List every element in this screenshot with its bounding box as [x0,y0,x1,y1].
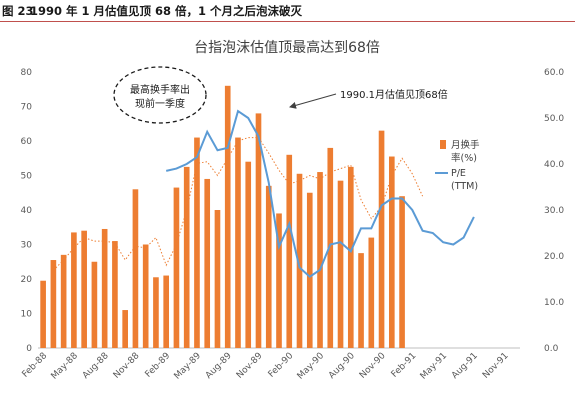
turnover-bar [81,230,87,348]
left-tick-label: 60 [21,137,33,147]
turnover-bar [60,254,67,348]
turnover-bar [101,228,108,348]
turnover-bar [194,137,200,348]
annotation-arrow [289,93,337,109]
right-tick-label: 60.0 [544,68,564,78]
right-tick-label: 40.0 [544,160,564,170]
turnover-bar [112,241,118,348]
turnover-bar [71,232,77,348]
legend-turnover-line-2: 率(%) [451,152,477,164]
annotation-ellipse-line-1: 最高换手率出 [130,83,190,96]
pe-line [165,109,475,278]
right-tick-label: 50.0 [544,114,564,124]
turnover-bar [245,161,252,348]
turnover-bar [50,260,57,348]
right-tick-label: 10.0 [544,298,564,308]
left-tick-label: 70 [21,103,33,113]
turnover-bar [265,185,272,348]
turnover-bar [388,156,395,348]
turnover-bar [183,166,190,348]
legend-bar-swatch [440,140,446,149]
chart-title: 台指泡沫估值顶最高达到68倍 [194,39,380,56]
right-axis: 0.0 10.0 20.0 30.0 40.0 50.0 60.0 [544,68,564,354]
turnover-bar [132,189,139,348]
annotation-peak-label: 1990.1月估值见顶68倍 [340,88,448,101]
annotation-ellipse-line-2: 现前一季度 [135,97,185,110]
turnover-bar [204,178,211,348]
legend-pe-line-2: (TTM) [451,181,478,192]
turnover-bar [91,261,98,348]
left-tick-label: 30 [21,241,33,251]
turnover-bar [255,113,262,349]
turnover-bar [296,173,303,348]
turnover-bar [358,253,364,348]
left-tick-label: 10 [21,310,33,320]
turnover-bar [235,137,241,348]
left-tick-label: 50 [21,172,33,182]
right-tick-label: 20.0 [544,252,564,262]
left-tick-label: 40 [21,206,33,216]
left-tick-label: 80 [21,68,33,78]
legend-turnover-line-1: 月换手 [451,139,480,151]
turnover-bars [40,85,405,349]
turnover-bar [368,237,375,348]
turnover-bar [337,180,344,348]
turnover-bar [214,210,221,348]
figure-label: 图 23 [2,4,34,18]
turnover-bar [163,275,170,348]
turnover-bar [306,192,313,348]
figure-header: 图 23 1990 年 1 月估值见顶 68 倍，1 个月之后泡沫破灭 [0,0,575,22]
right-tick-label: 30.0 [544,206,564,216]
turnover-bar [173,187,180,348]
turnover-bar [142,244,149,348]
turnover-bar [399,196,405,348]
turnover-bar [327,147,334,348]
turnover-bar [286,154,293,348]
right-tick-label: 0.0 [544,344,559,354]
turnover-bar [40,280,46,348]
pe-path [165,109,475,278]
left-tick-label: 0 [26,344,32,354]
turnover-bar [347,166,354,348]
figure-title: 1990 年 1 月估值见顶 68 倍，1 个月之后泡沫破灭 [30,4,303,18]
turnover-bar [122,310,128,348]
legend: 月换手 率(%) P/E (TTM) [435,139,480,192]
annotation-ellipse [113,66,207,124]
turnover-bar [224,85,231,349]
left-tick-label: 20 [21,275,33,285]
left-axis: 0 10 20 30 40 50 60 70 80 [21,68,33,354]
turnover-average-path [53,137,424,271]
turnover-bar [378,130,385,348]
turnover-average-line [53,137,424,271]
turnover-bar [276,213,282,348]
turnover-bar [317,172,323,348]
turnover-bar [153,277,159,348]
legend-pe-line-1: P/E [451,168,466,179]
